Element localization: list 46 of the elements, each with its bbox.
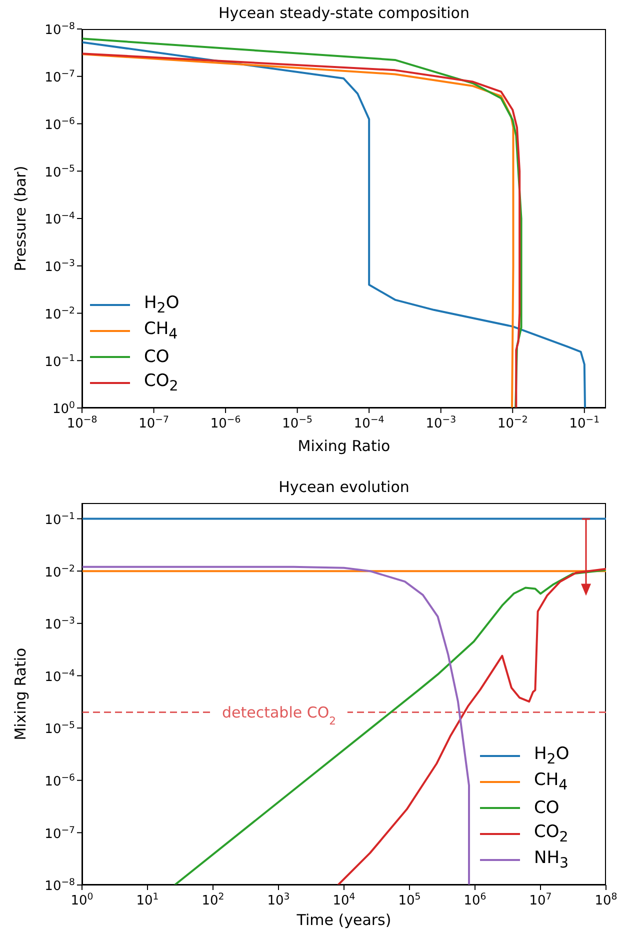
y-tick-label: 10$^{−7}$ [44, 68, 76, 86]
x-tick-label: 10$^{−6}$ [210, 414, 241, 432]
y-tick-label: 10$^{−4}$ [44, 210, 76, 228]
x-tick-label: 10$^{5}$ [398, 890, 421, 908]
y-tick-label: 10$^{−1}$ [44, 510, 76, 528]
legend-label: CH$_{4}$ [534, 770, 568, 794]
y-tick-label: 10$^{−7}$ [44, 824, 76, 842]
x-tick-label: 10$^{−3}$ [426, 414, 456, 432]
x-axis-title: Mixing Ratio [298, 437, 390, 455]
x-tick-label: 10$^{8}$ [594, 890, 618, 908]
legend-label: NH$_{3}$ [534, 848, 569, 872]
x-tick-label: 10$^{4}$ [332, 890, 356, 908]
y-tick-label: 10$^{−5}$ [44, 162, 76, 180]
x-tick-label: 10$^{6}$ [464, 890, 486, 908]
y-tick-label: 10$^{−2}$ [44, 304, 76, 322]
legend-label: CH$_{4}$ [144, 319, 178, 343]
x-tick-label: 10$^{−7}$ [138, 414, 169, 432]
x-tick-label: 10$^{2}$ [202, 890, 224, 908]
x-tick-label: 10$^{3}$ [267, 890, 290, 908]
legend-label: CO$_{2}$ [144, 371, 178, 395]
legend-label: CO [534, 798, 560, 818]
legend-label: CO [144, 347, 170, 367]
y-axis-title: Mixing Ratio [11, 648, 30, 740]
x-tick-label: 10$^{−1}$ [569, 414, 600, 432]
y-tick-label: 10$^{−6}$ [44, 772, 76, 790]
y-tick-label: 10$^{−4}$ [44, 667, 76, 685]
chart-title: Hycean evolution [278, 478, 410, 496]
y-tick-label: 10$^{−3}$ [44, 258, 76, 276]
x-axis-title: Time (years) [296, 911, 392, 929]
y-tick-label: 10$^{−5}$ [44, 720, 76, 738]
chart-title: Hycean steady-state composition [218, 4, 470, 22]
y-tick-label: 10$^{−2}$ [44, 562, 76, 580]
x-tick-label: 10$^{1}$ [136, 890, 159, 908]
x-tick-label: 10$^{−5}$ [282, 414, 313, 432]
y-tick-label: 10$^{−6}$ [44, 115, 76, 133]
y-tick-label: 10$^{−8}$ [44, 20, 76, 38]
y-tick-label: 10$^{−3}$ [44, 615, 76, 633]
x-tick-label: 10$^{−2}$ [497, 414, 528, 432]
legend-label: H$_{2}$O [144, 293, 180, 317]
x-tick-label: 10$^{7}$ [529, 890, 552, 908]
y-axis-title: Pressure (bar) [11, 166, 30, 272]
y-tick-label: 10$^{−1}$ [44, 352, 76, 370]
legend-label: H$_{2}$O [534, 744, 570, 768]
legend-label: CO$_{2}$ [534, 822, 568, 846]
ref-line-label: detectable CO$_{2}$ [222, 704, 336, 728]
x-tick-label: 10$^{−4}$ [354, 414, 384, 432]
